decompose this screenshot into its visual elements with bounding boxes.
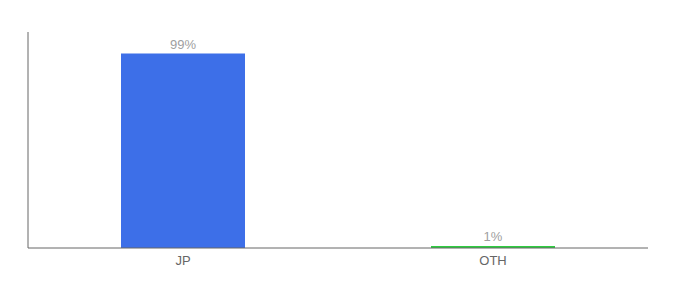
- svg-text:JP: JP: [175, 253, 190, 268]
- svg-text:99%: 99%: [170, 37, 196, 52]
- svg-text:OTH: OTH: [479, 253, 506, 268]
- svg-text:1%: 1%: [484, 229, 503, 244]
